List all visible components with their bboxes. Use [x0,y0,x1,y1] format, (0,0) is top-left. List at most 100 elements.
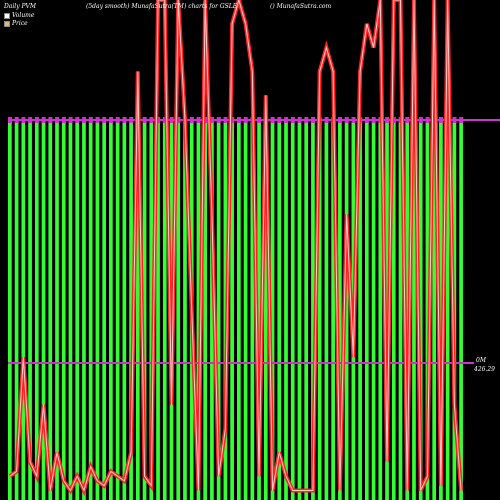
volume-bar [304,120,309,500]
volume-bar [445,120,450,500]
volume-average-marker [425,117,430,123]
volume-bar [412,120,416,500]
volume-bar [378,120,383,500]
volume-bar [55,120,59,500]
volume-bar [418,120,423,500]
volume-bar [61,120,66,500]
volume-bars [8,120,463,500]
volume-bar [183,120,187,500]
volume-bar [344,120,349,500]
volume-average-marker [297,117,302,123]
volume-bar [88,120,93,500]
volume-average-marker [338,117,343,123]
volume-bar [371,120,376,500]
volume-bar [284,120,288,500]
volume-average-marker [237,117,241,123]
volume-average-marker [14,117,19,123]
volume-axis-label: 0M [476,357,486,364]
volume-average-marker [439,117,444,123]
volume-bar [216,120,221,500]
volume-average-marker [311,117,316,123]
price-axis-label: 426.29 [474,366,495,373]
volume-bar [75,120,80,500]
volume-bar [102,120,106,500]
legend-item-volume: Volume [4,13,34,19]
volume-average-marker [452,117,457,123]
volume-average-marker [149,117,154,123]
volume-bar [358,120,362,500]
volume-bar [122,120,127,500]
legend-item-price: Price [4,21,28,27]
legend-label-price: Price [12,20,28,27]
volume-bar [142,120,147,500]
volume-bar [439,120,443,500]
volume-bar [297,120,302,500]
volume-average-marker [109,117,114,123]
legend-swatch-volume [4,13,10,19]
volume-bar [398,120,403,500]
volume-average-marker [169,117,174,123]
volume-bar [324,120,329,500]
volume-bar [28,120,32,500]
volume-bar [270,120,275,500]
volume-bar [203,120,208,500]
volume-average-marker [34,117,39,123]
volume-bar [109,120,113,500]
volume-average-marker [351,117,356,123]
volume-average-marker [48,117,53,123]
volume-bar [385,120,389,500]
volume-average-marker [102,117,107,123]
volume-bar [115,120,120,500]
volume-bar [34,120,39,500]
volume-average-marker [41,117,46,123]
volume-average-marker [418,117,423,123]
volume-bar [263,120,268,500]
volume-bar [432,120,437,500]
volume-average-marker [290,117,295,123]
volume-bar [230,120,234,500]
volume-average-marker [28,117,33,123]
volume-bar [82,120,86,500]
volume-average-marker [61,117,66,123]
watermark: () MunafaSutra.com [270,3,332,10]
volume-average-marker [277,117,282,123]
volume-average-marker [68,117,73,123]
volume-average-marker [270,117,275,123]
volume-average-marker [223,117,228,123]
volume-average-marker [385,117,390,123]
chart-subtitle: (5day smooth) MunafaSutra(TM) charts for… [86,3,238,10]
volume-bar [68,120,73,500]
volume-average-marker [364,117,369,123]
volume-bar [162,120,167,500]
volume-bar [210,120,214,500]
volume-average-marker [196,117,201,123]
volume-average-marker [257,117,262,123]
volume-bar [317,120,322,500]
volume-bar [129,120,133,500]
volume-bar [237,120,241,500]
volume-bar [405,120,410,500]
volume-bar [391,120,396,500]
volume-bar [48,120,53,500]
volume-bar [331,120,335,500]
volume-average-marker [55,117,60,123]
volume-average-marker [284,117,289,123]
volume-bar [364,120,369,500]
volume-average-marker [344,117,349,123]
volume-average-marker [459,117,464,123]
volume-average-marker [324,117,329,123]
legend-label-volume: Volume [12,12,35,19]
volume-bar [277,120,282,500]
volume-bar [149,120,154,500]
price-line-highlight [9,0,462,492]
volume-bar [459,120,463,500]
volume-bar [135,120,140,500]
volume-average-marker [304,117,309,123]
volume-bar [8,120,12,500]
volume-bar [95,120,100,500]
volume-bar [290,120,295,500]
volume-bar [250,120,255,500]
volume-average-marker [88,117,93,123]
